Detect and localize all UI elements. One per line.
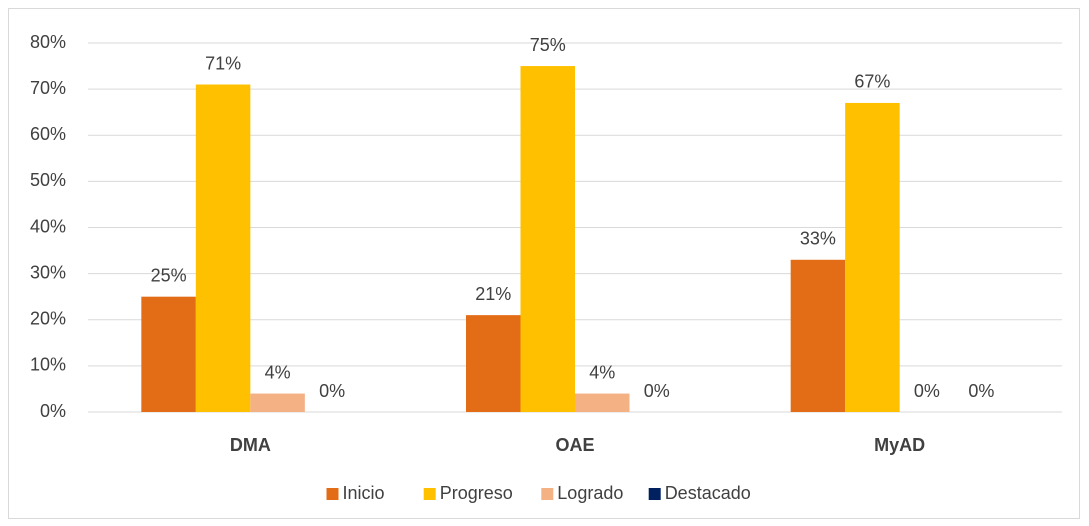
value-label: 71% [205,53,241,73]
legend-label: Logrado [557,483,623,503]
legend-swatch [423,488,436,500]
value-label: 75% [530,35,566,55]
bar [141,296,196,412]
legend-swatch [648,488,661,500]
value-label: 33% [800,229,836,249]
y-tick-label: 60% [30,124,66,144]
bar [195,84,251,412]
y-tick-label: 20% [30,309,66,329]
legend-swatch [541,488,554,500]
legend-label: Destacado [665,483,751,503]
y-tick-label: 50% [30,170,66,190]
bar [845,102,900,413]
x-tick-label: MyAD [874,435,925,455]
y-tick-label: 0% [40,401,66,421]
bar [575,393,630,412]
y-tick-label: 10% [30,355,66,375]
value-label: 0% [914,381,940,401]
legend-label: Progreso [440,483,513,503]
x-tick-label: DMA [230,435,271,455]
value-label: 0% [644,381,670,401]
y-tick-label: 80% [30,32,66,52]
bar [520,66,575,412]
value-label: 21% [475,284,511,304]
value-label: 67% [854,72,890,92]
legend-swatch [326,488,339,500]
value-label: 25% [151,265,187,285]
y-tick-label: 70% [30,78,66,98]
value-label: 4% [265,362,291,382]
y-tick-label: 40% [30,216,66,236]
value-label: 4% [589,362,615,382]
y-tick-label: 30% [30,262,66,282]
value-label: 0% [319,381,345,401]
bar [790,259,846,412]
bar [466,315,521,412]
legend-label: Inicio [343,483,385,503]
x-tick-label: OAE [555,435,594,455]
bar [250,393,305,412]
value-label: 0% [968,381,994,401]
